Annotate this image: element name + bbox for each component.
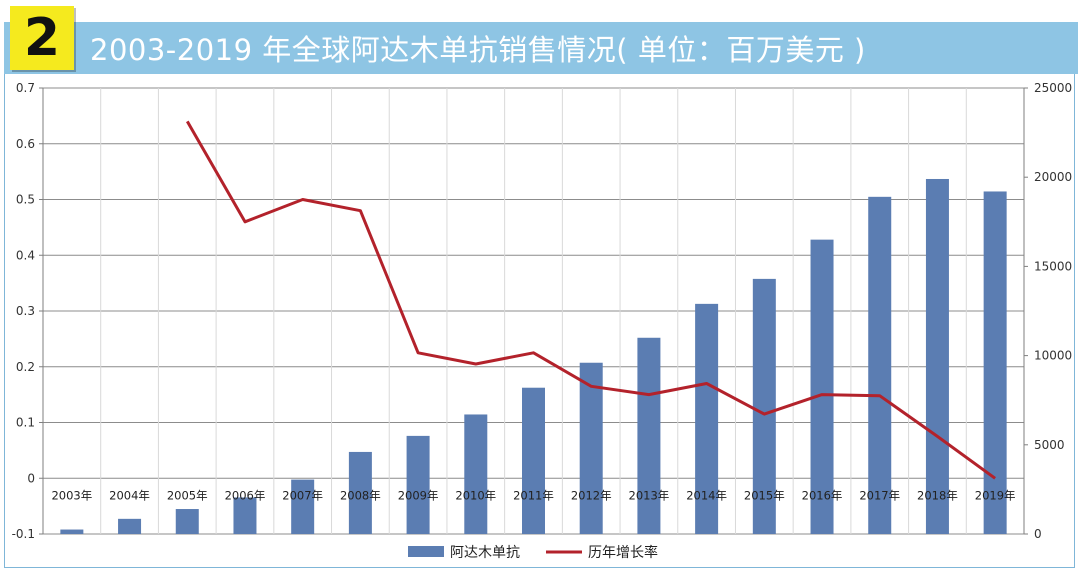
category-label: 2009年	[398, 488, 439, 502]
bar	[291, 479, 315, 534]
category-label: 2003年	[51, 488, 92, 502]
left-tick-label: -0.1	[12, 527, 35, 541]
category-label: 2016年	[802, 488, 843, 502]
left-tick-label: 0.6	[16, 137, 35, 151]
bar	[925, 178, 949, 534]
bar	[522, 387, 545, 534]
legend-label-line: 历年增长率	[588, 544, 658, 561]
category-label: 2007年	[282, 488, 323, 502]
category-label: 2010年	[455, 488, 496, 502]
category-label: 2015年	[744, 488, 785, 502]
bar	[233, 497, 257, 534]
category-label: 2005年	[167, 488, 208, 502]
category-label: 2018年	[917, 488, 958, 502]
chart-frame	[4, 74, 1075, 568]
category-label: 2004年	[109, 488, 150, 502]
left-y-axis: -0.1 0 0.1 0.2 0.3 0.4 0.5 0.6 0.7	[12, 81, 43, 541]
right-tick-label: 10000	[1034, 349, 1072, 363]
chart-title: 2003-2019 年全球阿达木单抗销售情况( 单位：百万美元 )	[90, 33, 866, 67]
legend-swatch-bar	[408, 546, 444, 557]
left-tick-label: 0.3	[16, 304, 35, 318]
left-tick-label: 0.5	[16, 193, 35, 207]
category-label: 2013年	[629, 488, 670, 502]
bar	[868, 196, 892, 534]
left-tick-label: 0.4	[16, 248, 35, 262]
left-tick-label: 0.2	[16, 360, 35, 374]
bar	[118, 518, 142, 534]
legend-label-bar: 阿达木单抗	[450, 545, 520, 561]
right-tick-label: 20000	[1034, 170, 1072, 184]
left-tick-label: 0.7	[16, 81, 35, 95]
bar	[348, 451, 372, 534]
title-bar	[4, 22, 1078, 74]
category-label: 2006年	[225, 488, 266, 502]
bar	[810, 239, 834, 534]
category-label: 2012年	[571, 488, 612, 502]
right-tick-label: 5000	[1034, 438, 1065, 452]
bar	[695, 303, 719, 534]
section-number-badge: 2	[10, 6, 74, 70]
category-label: 2008年	[340, 488, 381, 502]
category-axis-labels: 2003年 2004年 2005年 2006年 2007年 2008年 2009年 2010年…	[51, 488, 1015, 502]
bar	[175, 509, 199, 534]
left-tick-label: 0	[27, 471, 35, 485]
right-tick-label: 0	[1034, 527, 1042, 541]
bar	[637, 337, 661, 534]
bar-series	[60, 178, 1007, 535]
bar	[464, 414, 488, 534]
category-label: 2017年	[859, 488, 900, 502]
left-tick-label: 0.1	[16, 416, 35, 430]
right-y-axis: 0 5000 10000 15000 20000 25000	[1024, 81, 1072, 541]
right-tick-label: 25000	[1034, 81, 1072, 95]
right-tick-label: 15000	[1034, 259, 1072, 273]
category-label: 2019年	[975, 488, 1016, 502]
legend: 阿达木单抗 历年增长率	[408, 544, 658, 561]
category-label: 2011年	[513, 488, 554, 502]
bar	[60, 529, 84, 534]
bar	[406, 435, 430, 534]
bar	[579, 362, 603, 534]
line-series	[185, 120, 996, 480]
bar	[752, 278, 776, 534]
bar	[983, 191, 1007, 535]
category-label: 2014年	[686, 488, 727, 502]
